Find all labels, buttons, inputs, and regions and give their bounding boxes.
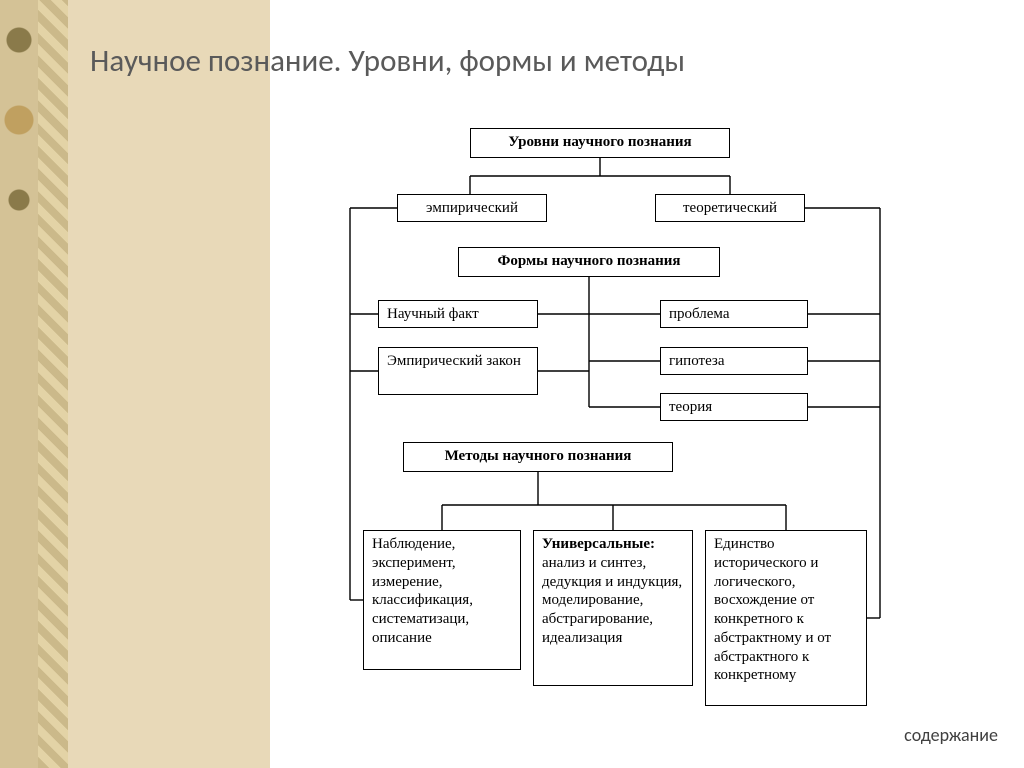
- node-methods-empirical: Наблюдение, эксперимент, измерение, клас…: [363, 530, 521, 670]
- node-forms-root: Формы научного познания: [458, 247, 720, 277]
- diagram-container: Уровни научного познания эмпирический те…: [0, 0, 1024, 768]
- node-problem: проблема: [660, 300, 808, 328]
- node-methods-universal: Универсальные: анализ и синтез, дедукция…: [533, 530, 693, 686]
- node-theory: теория: [660, 393, 808, 421]
- node-methods-universal-prefix: Универсальные:: [542, 536, 655, 552]
- node-methods-theoretical: Единство исторического и логического, во…: [705, 530, 867, 706]
- node-methods-universal-rest: анализ и синтез, дедукция и индукция, мо…: [542, 555, 682, 646]
- node-fact: Научный факт: [378, 300, 538, 328]
- node-hypothesis: гипотеза: [660, 347, 808, 375]
- node-levels-root: Уровни научного познания: [470, 128, 730, 158]
- contents-link[interactable]: содержание: [904, 724, 998, 746]
- node-empirical: эмпирический: [397, 194, 547, 222]
- node-theoretical: теоретический: [655, 194, 805, 222]
- node-emp-law: Эмпирический закон: [378, 347, 538, 395]
- node-methods-root: Методы научного познания: [403, 442, 673, 472]
